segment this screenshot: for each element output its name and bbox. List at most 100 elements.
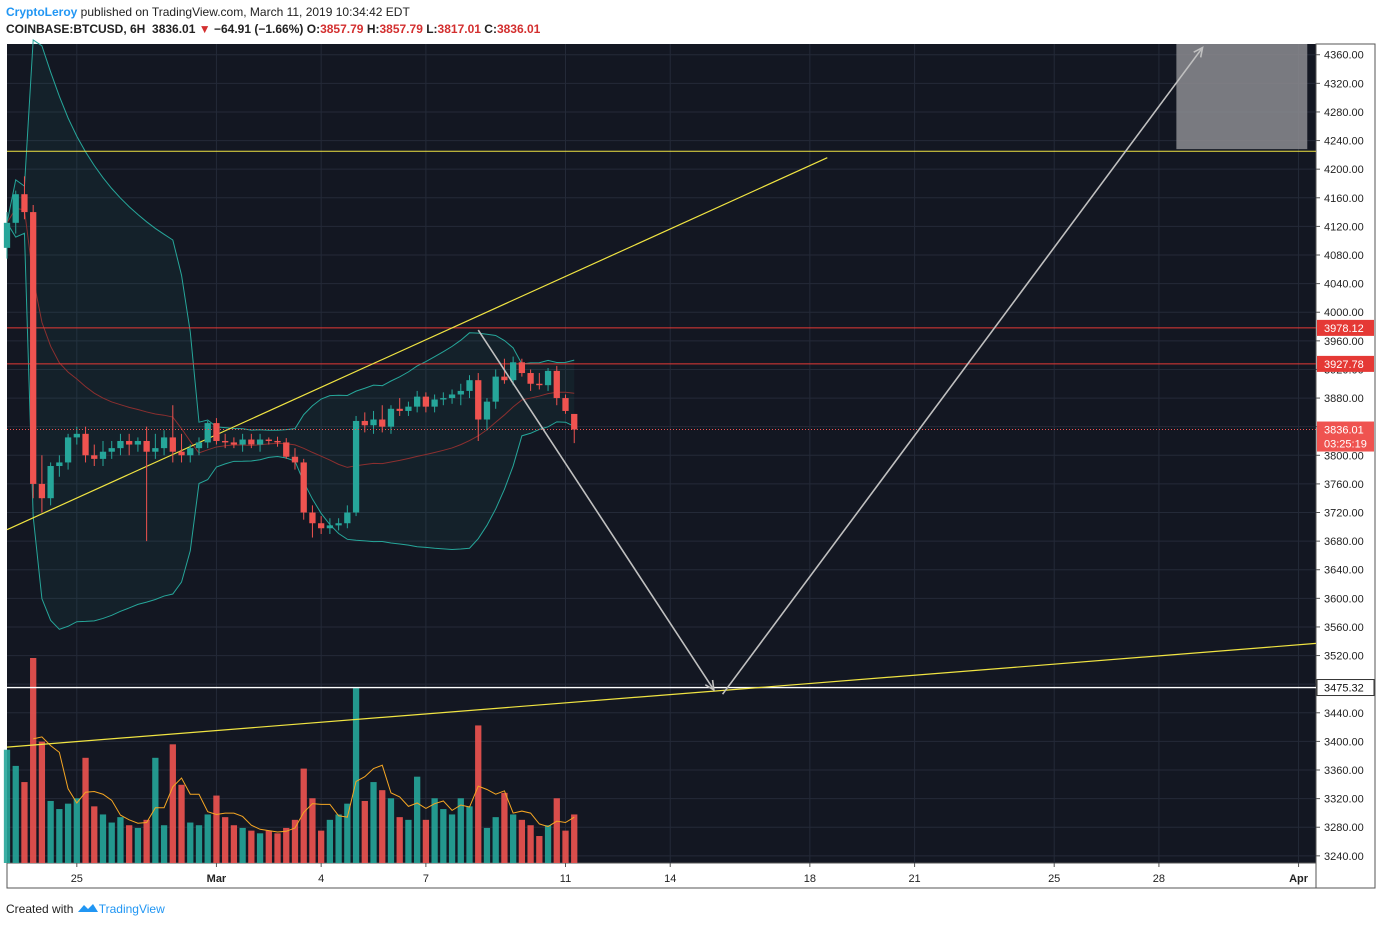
volume-bars xyxy=(3,658,578,863)
volume-bar xyxy=(553,798,560,863)
price-level-tag xyxy=(1316,679,1375,697)
candle-body xyxy=(239,439,246,445)
y-tick-label: 4000.00 xyxy=(1324,307,1364,319)
x-tick-label: 25 xyxy=(1048,873,1060,885)
volume-bar xyxy=(300,768,307,863)
volume-bar xyxy=(396,817,403,863)
tradingview-link[interactable]: TradingView xyxy=(98,902,165,916)
y-tick-label: 3400.00 xyxy=(1324,736,1364,748)
volume-bar xyxy=(160,825,168,863)
high-label: H: xyxy=(366,22,380,36)
candle-body xyxy=(352,420,360,513)
bollinger-band-fill xyxy=(7,39,575,630)
candle-body xyxy=(160,437,168,449)
y-tick-label: 3520.00 xyxy=(1324,651,1364,663)
candle-body xyxy=(56,462,63,467)
price-level-label: 3978.12 xyxy=(1324,323,1364,335)
volume-bar xyxy=(448,814,456,863)
tradingview-logo-icon xyxy=(77,904,98,912)
arrow-head-icon xyxy=(1193,46,1204,58)
last-price-tag xyxy=(1317,421,1374,452)
candle-body xyxy=(510,362,517,381)
candle-body xyxy=(204,423,211,443)
last-price-label: 3836.01 xyxy=(1324,425,1364,437)
candle-body xyxy=(47,466,54,499)
candle-body xyxy=(448,394,456,399)
volume-bar xyxy=(536,836,543,863)
volume-bar xyxy=(108,822,115,863)
candle-body xyxy=(466,380,473,391)
volume-bar xyxy=(56,809,63,863)
volume-bar xyxy=(21,782,28,863)
candle-body xyxy=(99,451,107,459)
y-tick-label: 3560.00 xyxy=(1324,622,1364,634)
bollinger-lower-band xyxy=(6,222,575,630)
price-level-tag xyxy=(1317,319,1374,336)
candle-body xyxy=(335,523,342,526)
volume-bar xyxy=(562,830,569,863)
candle-body xyxy=(169,437,176,452)
author-link[interactable]: CryptoLeroy xyxy=(6,5,78,19)
x-tick-label: 4 xyxy=(318,873,324,885)
x-tick-label: 7 xyxy=(423,873,429,885)
candle-body xyxy=(344,512,351,524)
low-label: L: xyxy=(426,22,438,36)
volume-bar xyxy=(344,803,351,863)
high-value: 3857.79 xyxy=(379,22,423,36)
price-level-label: 3475.32 xyxy=(1324,683,1364,695)
volume-bar xyxy=(370,782,377,863)
trendline xyxy=(6,157,828,531)
volume-bar xyxy=(256,833,264,863)
volume-bar xyxy=(387,798,395,863)
candle-body xyxy=(379,419,386,427)
y-tick-label: 4360.00 xyxy=(1324,50,1364,62)
y-tick-label: 3960.00 xyxy=(1324,336,1364,348)
candle-body xyxy=(64,437,72,463)
volume-bar xyxy=(152,757,159,863)
created-with-text: Created with xyxy=(6,902,74,916)
volume-bar xyxy=(544,825,552,863)
volume-bar xyxy=(169,744,176,863)
volume-bar xyxy=(361,800,368,863)
publisher-line: CryptoLeroy published on TradingView.com… xyxy=(6,5,410,19)
ohlc-line: COINBASE:BTCUSD, 6H 3836.01 ▼ −64.91 (−1… xyxy=(6,22,540,36)
volume-bar xyxy=(64,803,72,863)
arrow-head-icon xyxy=(704,679,715,692)
price-level-tag xyxy=(1317,355,1374,372)
candle-body xyxy=(265,439,272,441)
volume-bar xyxy=(518,819,526,863)
y-tick-label: 3440.00 xyxy=(1324,708,1364,720)
candle-body xyxy=(387,408,395,427)
candle-body xyxy=(143,440,150,452)
candle-body xyxy=(21,194,28,213)
candle-body xyxy=(553,370,560,399)
candle-body xyxy=(178,451,185,456)
y-tick-label: 4320.00 xyxy=(1324,78,1364,90)
x-tick-label: Apr xyxy=(1289,873,1309,885)
candle-body xyxy=(457,390,464,395)
candle-body xyxy=(492,376,499,402)
y-tick-label: 3320.00 xyxy=(1324,794,1364,806)
volume-bar xyxy=(309,798,316,863)
candle-body xyxy=(440,398,447,400)
symbol-label: COINBASE:BTCUSD, 6H xyxy=(6,22,146,36)
price-level-label: 3927.78 xyxy=(1324,359,1364,371)
candle-body xyxy=(108,448,115,452)
volume-bar xyxy=(466,806,473,863)
candle-body xyxy=(291,456,299,463)
candle-body xyxy=(536,383,543,386)
volume-bar xyxy=(501,792,508,863)
open-label: O: xyxy=(306,22,321,36)
trendline xyxy=(6,642,1317,748)
volume-bar xyxy=(222,817,229,863)
volume-bar xyxy=(527,825,534,863)
y-tick-label: 4160.00 xyxy=(1324,193,1364,205)
candle-body xyxy=(431,399,438,407)
volume-bar xyxy=(213,795,220,863)
volume-bar xyxy=(283,827,290,863)
y-tick-label: 4040.00 xyxy=(1324,279,1364,291)
candle-body xyxy=(283,442,290,457)
close-value: 3836.01 xyxy=(496,22,541,36)
candle-body xyxy=(483,401,491,420)
